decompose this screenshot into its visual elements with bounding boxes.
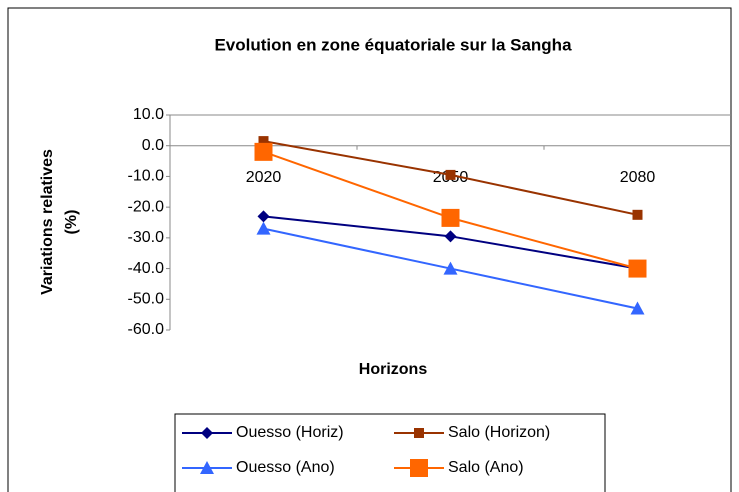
- legend-marker: [201, 427, 213, 439]
- marker: [628, 259, 647, 278]
- marker: [258, 136, 269, 147]
- y-tick-label: -30.0: [128, 229, 165, 246]
- x-tick-label: 2020: [246, 169, 282, 186]
- chart-title: Evolution en zone équatoriale sur la San…: [214, 35, 572, 54]
- legend-marker: [414, 428, 424, 438]
- y-axis-label: Variations relatives (%): [39, 149, 80, 295]
- chart-frame: [7, 7, 732, 492]
- y-axis-label-line: Variations relatives: [39, 149, 56, 295]
- marker: [256, 221, 271, 235]
- marker: [632, 209, 643, 220]
- y-tick-label: -10.0: [128, 168, 165, 185]
- legend-marker: [200, 461, 214, 474]
- y-tick-label: -40.0: [128, 260, 165, 277]
- legend-label: Salo (Ano): [448, 459, 524, 476]
- y-tick-label: 0.0: [142, 137, 164, 154]
- marker: [443, 261, 458, 275]
- legend-label: Salo (Horizon): [448, 424, 550, 441]
- marker: [630, 301, 645, 315]
- legend: [174, 413, 606, 492]
- y-axis-label-line: (%): [63, 210, 80, 235]
- y-tick-label: -60.0: [128, 321, 165, 338]
- marker: [445, 169, 456, 180]
- marker: [441, 208, 460, 227]
- y-tick-label: -50.0: [128, 291, 165, 308]
- legend-label: Ouesso (Horiz): [236, 424, 344, 441]
- x-tick-label: 2080: [620, 169, 656, 186]
- x-axis-label: Horizons: [359, 361, 428, 378]
- marker: [254, 142, 273, 161]
- marker: [257, 210, 270, 223]
- y-tick-label: -20.0: [128, 198, 165, 215]
- y-tick-label: 10.0: [133, 106, 164, 123]
- legend-label: Ouesso (Ano): [236, 459, 335, 476]
- marker: [444, 230, 457, 243]
- legend-marker: [410, 459, 428, 477]
